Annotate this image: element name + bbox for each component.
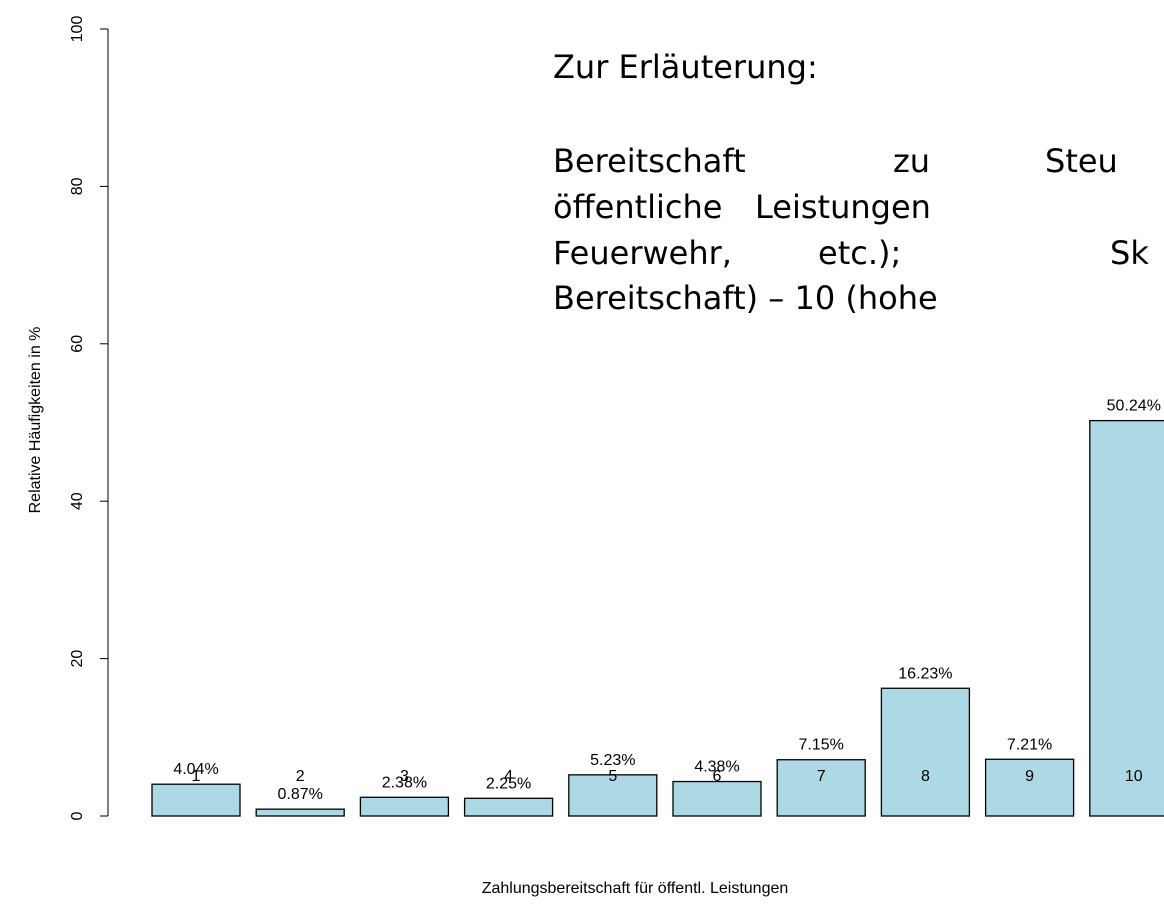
y-tick-label: 40 — [69, 492, 86, 510]
x-tick-label: 5 — [608, 768, 617, 785]
x-tick-label: 8 — [921, 768, 930, 785]
bar — [880, 687, 971, 817]
bar — [255, 808, 345, 817]
annotation-line: Feuerwehr, etc.); Sk — [553, 234, 1149, 272]
y-tick-label: 60 — [69, 335, 86, 353]
y-tick-label: 100 — [69, 16, 86, 43]
bar — [776, 759, 866, 817]
annotation-line: Bereitschaft) – 10 (hohe — [553, 279, 938, 317]
value-label: 16.23% — [898, 665, 952, 682]
x-tick-label: 7 — [817, 768, 826, 785]
value-label: 2.25% — [486, 775, 531, 792]
annotation-line: Bereitschaft zu Steu — [553, 142, 1118, 180]
x-tick-label: 1 — [192, 768, 201, 785]
y-tick-label: 20 — [69, 650, 86, 668]
annotation-line: öffentliche Leistungen — [553, 188, 931, 226]
bar — [984, 758, 1075, 817]
value-label: 7.21% — [1007, 736, 1052, 753]
x-tick-label: 2 — [296, 768, 305, 785]
value-label: 50.24% — [1107, 398, 1161, 415]
x-tick-label: 9 — [1025, 768, 1034, 785]
bar — [463, 797, 554, 817]
x-axis-label: Zahlungsbereitschaft für öffentl. Leistu… — [482, 880, 789, 897]
bar — [672, 780, 762, 817]
value-label: 7.15% — [799, 737, 844, 754]
y-tick-label: 80 — [69, 177, 86, 195]
x-tick-label: 4 — [504, 768, 513, 785]
annotation-title: Zur Erläuterung: — [553, 48, 818, 86]
y-axis-label: Relative Häufigkeiten in % — [27, 327, 44, 514]
bar — [359, 796, 450, 817]
value-label: 4.38% — [694, 759, 739, 776]
bar — [151, 783, 241, 817]
y-tick-label: 0 — [69, 811, 86, 820]
bar — [1089, 419, 1164, 817]
value-label: 4.04% — [173, 761, 218, 778]
x-tick-label: 3 — [400, 768, 409, 785]
value-label: 0.87% — [278, 786, 323, 803]
x-tick-label: 6 — [713, 768, 722, 785]
value-label: 5.23% — [590, 752, 635, 769]
bar — [568, 774, 658, 817]
x-tick-label: 10 — [1125, 768, 1143, 785]
value-label: 2.38% — [382, 774, 427, 791]
